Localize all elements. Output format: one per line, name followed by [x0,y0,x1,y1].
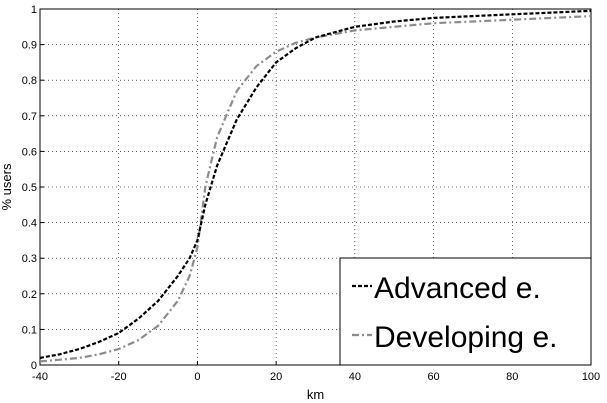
y-axis-ticks: 0 0.1 0.2 0.3 0.4 0.5 0.6 0.7 0.8 0.9 1 [22,4,44,372]
y-tick-label: 0.9 [22,40,37,52]
y-tick-label: 0.6 [22,146,37,158]
x-tick-label: 0 [194,371,200,383]
x-axis-ticks: -40 -20 0 20 40 60 80 100 [32,361,600,383]
legend-label: Advanced e. [374,272,541,305]
x-tick-label: 40 [349,371,361,383]
legend: Advanced e. Developing e. [339,257,592,366]
legend-label: Developing e. [374,321,557,354]
x-tick-label: -40 [32,371,48,383]
y-tick-label: 0 [31,360,37,372]
y-tick-label: 0.3 [22,253,37,265]
y-tick-label: 0.7 [22,111,37,123]
x-axis-label: km [307,387,324,402]
series-layer [39,9,592,363]
x-tick-label: 100 [582,371,600,383]
x-tick-label: 60 [427,371,439,383]
legend-box [339,257,592,366]
series-line-developing-e [39,15,592,363]
y-tick-label: 0.4 [22,218,37,230]
y-axis-label: % users [0,163,14,210]
x-tick-label: 80 [506,371,518,383]
x-tick-label: -20 [111,371,127,383]
y-tick-label: 0.1 [22,324,37,336]
y-tick-label: 0.8 [22,75,37,87]
y-tick-label: 1 [31,4,37,16]
x-tick-label: 20 [270,371,282,383]
y-tick-label: 0.2 [22,289,37,301]
y-tick-label: 0.5 [22,182,37,194]
series-line-advanced-e [39,9,592,359]
